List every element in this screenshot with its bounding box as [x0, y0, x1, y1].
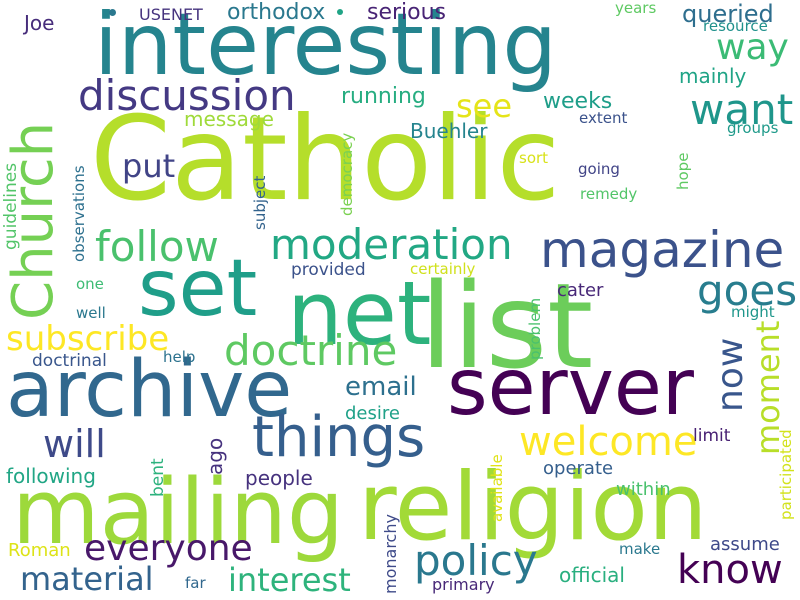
word-sort: sort	[519, 149, 549, 167]
word-within: within	[616, 479, 671, 500]
word-moderation: moderation	[270, 220, 513, 269]
word-buehler: Buehler	[410, 119, 488, 143]
word-primary: primary	[432, 575, 495, 594]
word-orthodox: orthodox	[227, 0, 326, 25]
word-mailing: mailing	[12, 460, 345, 565]
word-net: net	[287, 262, 432, 365]
word-remedy: remedy	[580, 185, 638, 203]
word-democracy: democracy	[338, 132, 356, 216]
word-assume: assume	[710, 534, 780, 555]
word-interesting: interesting	[94, 0, 557, 95]
word-observations: observations	[70, 165, 88, 262]
word-interest: interest	[228, 561, 351, 599]
word-guidelines: guidelines	[1, 162, 21, 250]
word-far: far	[185, 574, 206, 592]
word-operate: operate	[543, 458, 614, 479]
word-resource: resource	[703, 17, 768, 35]
word-ago: ago	[203, 437, 227, 475]
word-magazine: magazine	[540, 221, 785, 279]
word-set: set	[138, 244, 258, 334]
word-make: make	[619, 540, 661, 558]
word-certainly: certainly	[410, 260, 476, 278]
word-know: know	[677, 547, 783, 593]
word-archive: archive	[6, 345, 293, 435]
word-years: years	[615, 0, 657, 17]
word-list: list	[420, 257, 594, 395]
word-follow: follow	[95, 222, 219, 271]
word-email: email	[345, 372, 417, 402]
word-hope: hope	[674, 152, 692, 190]
word-one: one	[76, 275, 104, 293]
word-now: now	[710, 337, 751, 412]
word-provided: provided	[291, 260, 366, 280]
word-will: will	[43, 422, 106, 466]
word-queried: queried	[682, 0, 774, 28]
word-things: things	[252, 405, 426, 470]
word-policy: policy	[414, 536, 538, 585]
word-joe: Joe	[24, 11, 55, 35]
word-available: available	[488, 454, 506, 522]
word-people: people	[245, 466, 313, 490]
word-roman: Roman	[8, 540, 71, 561]
word-mainly: mainly	[679, 64, 747, 88]
word-limit: limit	[693, 426, 731, 446]
word-bent: bent	[148, 458, 168, 497]
word-official: official	[559, 563, 625, 587]
word-welcome: welcome	[519, 419, 698, 465]
dot-decoration	[337, 9, 343, 15]
word-server: server	[447, 343, 694, 433]
word-desire: desire	[345, 403, 400, 424]
word-cater: cater	[557, 280, 604, 301]
word-extent: extent	[579, 109, 628, 127]
word-might: might	[731, 303, 775, 321]
word-put: put	[122, 147, 176, 185]
word-doctrinal: doctrinal	[32, 351, 107, 371]
word-way: way	[716, 27, 789, 68]
word-see: see	[456, 87, 513, 125]
word-subscribe: subscribe	[6, 319, 170, 359]
word-going: going	[578, 160, 620, 178]
word-want: want	[690, 85, 794, 134]
word-monarchy: monarchy	[381, 514, 400, 594]
word-discussion: discussion	[78, 71, 296, 120]
word-well: well	[76, 304, 106, 322]
dot-decoration	[109, 9, 116, 16]
word-religion: religion	[358, 453, 708, 562]
word-running: running	[341, 84, 426, 109]
word-subject: subject	[251, 175, 269, 230]
word-everyone: everyone	[84, 528, 253, 569]
word-problem: problem	[526, 297, 544, 360]
word-doctrine: doctrine	[224, 326, 398, 375]
word-participated: participated	[777, 429, 795, 520]
word-goes: goes	[697, 266, 798, 315]
word-material: material	[20, 560, 154, 598]
word-usenet: USENET	[139, 5, 203, 24]
word-catholic: Catholic	[90, 92, 561, 227]
word-groups: groups	[727, 119, 779, 137]
word-following: following	[6, 464, 96, 488]
word-serious: serious	[367, 0, 447, 25]
word-weeks: weeks	[543, 89, 613, 114]
word-help: help	[163, 348, 196, 366]
word-message: message	[184, 107, 274, 131]
